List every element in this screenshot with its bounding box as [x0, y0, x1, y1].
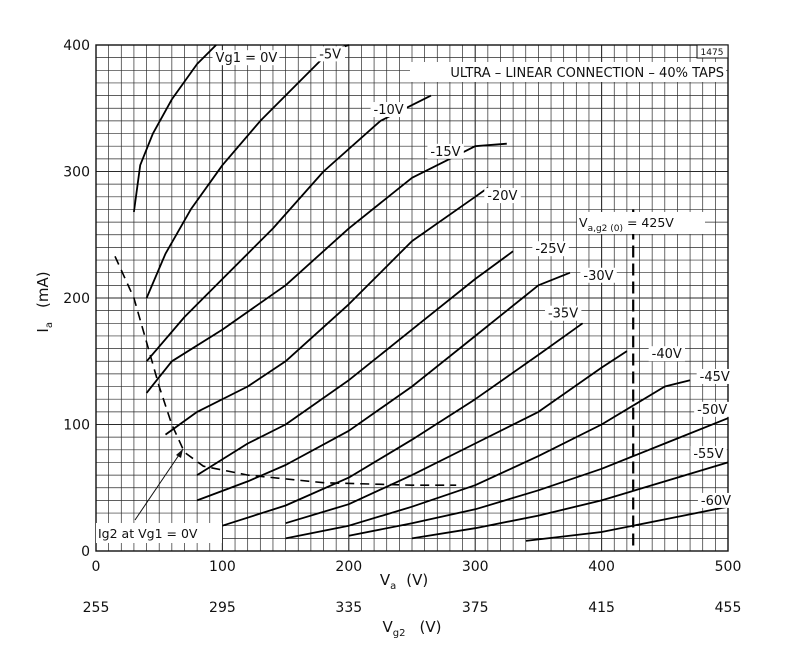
curve-label-8: -40V [652, 347, 682, 362]
vline-label: Va,g2 (0) = 425V [579, 215, 674, 234]
curve-label-backdrop [316, 46, 345, 62]
curve-label-backdrop [484, 188, 521, 204]
y-axis-label: Ia (mA) [34, 271, 55, 332]
vline-label-sub: a,g2 (0) [588, 224, 623, 234]
ig2-curve [114, 255, 457, 486]
x-tick-label: 300 [462, 559, 489, 575]
curve-label-5: -25V [535, 242, 565, 257]
curve-label-backdrop [648, 346, 686, 362]
x2-tick-label: 415 [588, 600, 615, 616]
x2-tick-label: 295 [209, 600, 236, 616]
plot-frame [95, 44, 729, 552]
x2-tick-label: 375 [462, 600, 489, 616]
vline-label-tail: = 425V [623, 215, 674, 230]
y-tick-label: 300 [63, 165, 90, 181]
x2-tick-label: 335 [335, 600, 362, 616]
curve-label-backdrop [212, 50, 280, 66]
series-curve-11 [411, 461, 729, 540]
curve-label-11: -55V [693, 447, 723, 462]
curve-label-backdrop [696, 368, 734, 384]
curve-label-2: -10V [374, 103, 404, 118]
series-group [133, 44, 729, 542]
ig2-curve-group [114, 255, 457, 486]
curve-label-4: -20V [487, 189, 517, 204]
curve-labels: Vg1 = 0V -5V -10V -15V -20V -25V -30V -35V -40V -… [212, 46, 735, 509]
x-axis-label: Va (V) [380, 571, 428, 592]
y-axis-label-sub: a [44, 322, 55, 328]
curve-label-backdrop [427, 143, 464, 159]
x-axis-label-sub: a [390, 581, 396, 592]
y-tick-label: 0 [81, 544, 90, 560]
curve-label-0: Vg1 = 0V [216, 51, 278, 66]
series-curve-4 [164, 187, 489, 436]
corner-code: 1475 [701, 48, 724, 58]
y-tick-label: 200 [63, 291, 90, 307]
x-tick-label: 500 [715, 559, 742, 575]
x-tick-label: 200 [335, 559, 362, 575]
curve-label-backdrop [690, 446, 727, 462]
ig2-arrow [134, 448, 184, 521]
axes-text: 0 100 200 300 400 500 255 295 335 375 415 455 0 100 20… [63, 38, 741, 616]
series-curve-8 [285, 350, 628, 525]
vline-label-backdrop [577, 212, 705, 234]
curve-label-backdrop [370, 102, 407, 118]
curve-label-backdrop [694, 401, 731, 417]
curve-label-3: -15V [430, 145, 460, 160]
chart-title: ULTRA – LINEAR CONNECTION – 40% TAPS [450, 66, 724, 81]
series-curve-0 [133, 44, 217, 213]
title-backdrop [410, 62, 726, 82]
x2-tick-label: 455 [715, 600, 742, 616]
curve-label-12: -60V [701, 494, 731, 509]
grid [96, 45, 728, 551]
curve-label-backdrop [580, 267, 617, 283]
curve-label-7: -35V [548, 307, 578, 322]
vline-label-main: V [579, 215, 588, 230]
curve-label-10: -50V [697, 403, 727, 418]
series-curve-5 [196, 250, 514, 476]
curve-label-backdrop [544, 305, 582, 321]
x-axis-label-unit: (V) [406, 571, 428, 589]
curve-label-6: -30V [583, 269, 613, 284]
curve-label-backdrop [532, 241, 569, 257]
series-curve-3 [145, 142, 507, 394]
series-curve-9 [285, 379, 691, 540]
corner-code-box [696, 44, 729, 59]
y-axis-label-unit: (mA) [34, 271, 52, 308]
curve-label-backdrop [697, 492, 735, 508]
series-curve-10 [348, 417, 729, 537]
x2-axis-label-sub: g2 [393, 628, 406, 639]
x-tick-label: 400 [588, 559, 615, 575]
x-tick-label: 0 [92, 559, 101, 575]
series-curve-2 [145, 94, 432, 362]
y-tick-label: 400 [63, 38, 90, 54]
ig2-arrowhead [176, 449, 183, 458]
curve-label-1: -5V [319, 47, 341, 62]
y-tick-label: 100 [63, 418, 90, 434]
curve-label-9: -45V [700, 370, 730, 385]
x2-axis-label: Vg2 (V) [383, 618, 442, 639]
ig2-label-backdrop [96, 523, 222, 543]
ig2-label: Ig2 at Vg1 = 0V [98, 526, 198, 541]
x-axis-label-main: V [380, 571, 391, 589]
svg-text:Ia(mA): Ia (mA) [34, 271, 55, 332]
x2-tick-label: 255 [83, 600, 110, 616]
x2-axis-label-main: V [383, 618, 394, 636]
x-tick-label: 100 [209, 559, 236, 575]
series-curve-6 [196, 271, 571, 502]
x2-axis-label-unit: (V) [420, 618, 442, 636]
series-curve-7 [222, 322, 584, 527]
y-axis-label-main: I [34, 328, 52, 332]
